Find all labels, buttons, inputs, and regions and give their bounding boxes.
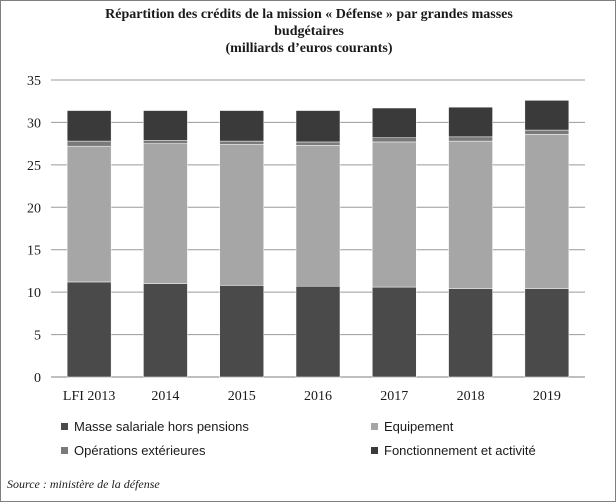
bar-segment (143, 110, 188, 141)
x-tick-label: 2014 (151, 389, 179, 404)
y-tick-label: 20 (27, 201, 41, 216)
chart-title-line-1: Répartition des crédits de la mission « … (105, 7, 513, 22)
legend-label: Opérations extérieures (74, 443, 206, 458)
legend-label: Fonctionnement et activité (384, 443, 536, 458)
chart-legend: Masse salariale hors pensions Equipement O… (61, 419, 601, 465)
bar-segment (143, 139, 188, 144)
y-tick-label: 25 (27, 159, 41, 174)
bar-segment (448, 106, 493, 138)
chart-title-line-2: budgétaires (274, 24, 344, 39)
legend-swatch (61, 447, 68, 454)
bar-segment (219, 140, 264, 145)
x-tick-label: LFI 2013 (63, 389, 116, 404)
bar-segment (524, 100, 570, 131)
bar-segment (372, 107, 417, 138)
y-tick-label: 35 (27, 74, 41, 89)
legend-label: Masse salariale hors pensions (74, 419, 249, 434)
bar-segment (219, 144, 264, 286)
bar-segment (524, 129, 570, 135)
bar-segment (219, 110, 264, 142)
bar-segment (524, 288, 570, 378)
y-tick-label: 0 (34, 371, 41, 386)
x-tick-label: 2017 (380, 389, 408, 404)
bar-segment (143, 143, 188, 284)
bar-segment (295, 110, 341, 143)
legend-item: Opérations extérieures (61, 443, 206, 458)
bar-segment (524, 134, 570, 289)
x-tick-label: 2018 (457, 389, 485, 404)
bar-segment (448, 136, 493, 142)
legend-label: Equipement (384, 419, 454, 434)
bar-segment (448, 288, 493, 378)
chart-title: Répartition des crédits de la mission « … (21, 6, 597, 57)
bar-segment (66, 110, 112, 142)
y-tick-label: 30 (27, 116, 41, 131)
bar-segment (295, 141, 341, 146)
legend-swatch (371, 447, 378, 454)
bar-segment (372, 137, 417, 143)
chart-title-line-3: (milliards d’euros courants) (225, 41, 393, 56)
bar-segment (295, 285, 341, 378)
source-note: Source : ministère de la défense (7, 477, 160, 491)
bar-segment (66, 140, 112, 147)
legend-item: Masse salariale hors pensions (61, 419, 249, 434)
x-tick-label: 2016 (304, 389, 332, 404)
legend-swatch (371, 423, 378, 430)
legend-item: Equipement (371, 419, 453, 434)
bar-segment (66, 145, 112, 283)
y-tick-label: 5 (34, 329, 41, 344)
legend-item: Fonctionnement et activité (371, 443, 536, 458)
bar-segment (372, 141, 417, 288)
x-tick-label: 2019 (533, 389, 561, 404)
bar-segment (66, 281, 112, 378)
legend-swatch (61, 423, 68, 430)
bar-segment (295, 145, 341, 287)
bar-segment (448, 140, 493, 289)
bar-segment (372, 286, 417, 378)
y-tick-label: 10 (27, 286, 41, 301)
y-tick-label: 15 (27, 244, 41, 259)
bar-segment (219, 285, 264, 378)
x-tick-label: 2015 (228, 389, 256, 404)
bar-segment (143, 283, 188, 378)
